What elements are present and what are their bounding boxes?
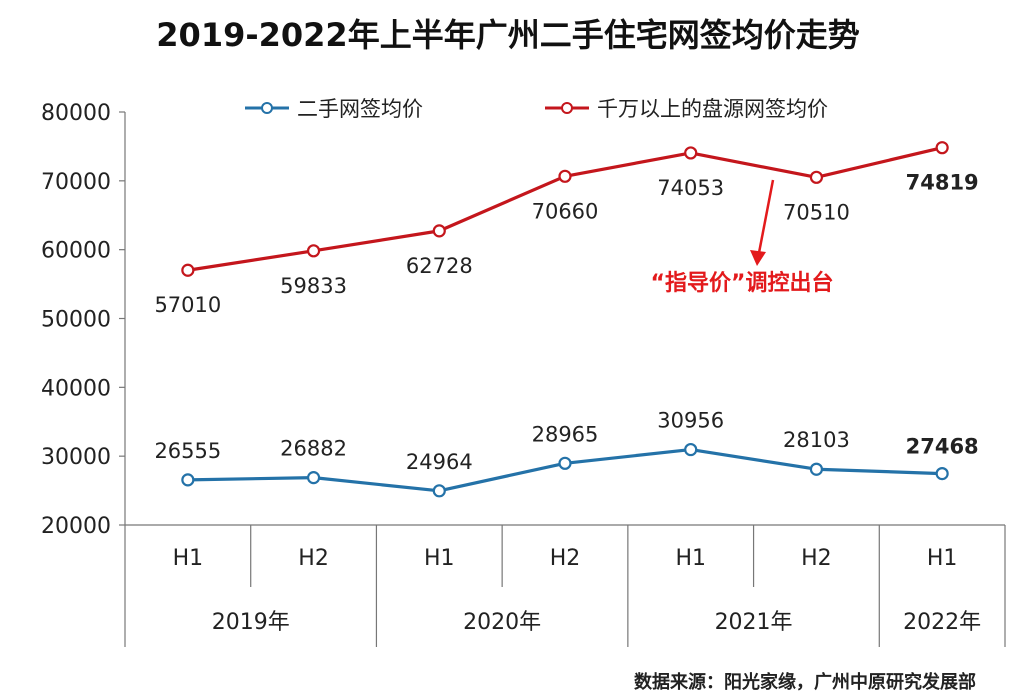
x-axis: H1 H2 H1 H2 H1 H2 H1 2019年 2020年 2021年 2022年 <box>124 524 1006 647</box>
data-point <box>432 224 446 238</box>
y-axis: 80000 70000 60000 50000 40000 30000 20000 <box>41 101 126 539</box>
data-label: 70510 <box>783 200 850 224</box>
x-year-label: 2021年 <box>715 610 793 635</box>
y-tick-label: 60000 <box>41 239 111 264</box>
data-point <box>684 442 698 457</box>
source-note: 数据来源：阳光家缘，广州中原研究发展部 <box>634 672 976 693</box>
data-label: 74053 <box>657 176 724 200</box>
data-label: 59833 <box>280 274 347 298</box>
legend-label: 二手网签均价 <box>297 97 423 121</box>
data-point <box>809 170 824 184</box>
x-category-label: H2 <box>550 546 581 571</box>
data-point <box>935 141 949 155</box>
x-category-label: H2 <box>801 546 832 571</box>
data-label: 62728 <box>406 254 473 278</box>
x-year-label: 2020年 <box>463 610 541 635</box>
data-label: 57010 <box>154 293 221 317</box>
annotation-arrow <box>756 179 775 259</box>
x-category-label: H1 <box>424 546 455 571</box>
y-tick-label: 80000 <box>41 101 111 126</box>
data-label: 28965 <box>532 422 599 446</box>
data-point <box>432 484 446 498</box>
data-label: 24964 <box>406 450 473 474</box>
x-category-label: H2 <box>298 546 329 571</box>
y-tick-label: 30000 <box>41 445 111 470</box>
data-label: 28103 <box>783 428 850 452</box>
data-label: 70660 <box>532 199 599 223</box>
data-point <box>935 466 949 481</box>
y-tick-label: 20000 <box>41 514 111 539</box>
data-label: 74819 <box>906 171 979 195</box>
annotation: “指导价”调控出台 <box>651 179 834 296</box>
data-point <box>181 473 195 487</box>
y-tick-label: 50000 <box>41 308 111 333</box>
data-label: 27468 <box>906 435 979 459</box>
data-point <box>306 244 321 258</box>
data-point <box>306 471 321 485</box>
y-tick-label: 70000 <box>41 170 111 195</box>
annotation-text: “指导价”调控出台 <box>651 270 834 296</box>
data-point <box>558 456 572 470</box>
data-point <box>558 169 572 183</box>
annotation-arrowhead <box>750 250 766 266</box>
series-layer: 26555 26882 24964 28965 30956 28103 27468 57010… <box>154 141 979 498</box>
x-category-label: H1 <box>927 546 958 571</box>
y-tick-label: 40000 <box>41 376 111 401</box>
data-label: 30956 <box>657 409 724 433</box>
data-label: 26555 <box>154 439 221 463</box>
data-point <box>809 462 824 476</box>
legend-label: 千万以上的盘源网签均价 <box>597 97 828 121</box>
legend: 二手网签均价 千万以上的盘源网签均价 <box>245 97 828 121</box>
data-point <box>181 263 195 277</box>
legend-marker <box>261 102 273 114</box>
legend-marker <box>561 102 573 114</box>
x-year-label: 2019年 <box>212 610 290 635</box>
data-label: 26882 <box>280 437 347 461</box>
chart-title: 2019-2022年上半年广州二手住宅网签均价走势 <box>156 16 860 54</box>
x-category-label: H1 <box>173 546 204 571</box>
x-category-label: H1 <box>675 546 706 571</box>
data-point <box>684 146 698 160</box>
x-year-label: 2022年 <box>903 610 981 635</box>
